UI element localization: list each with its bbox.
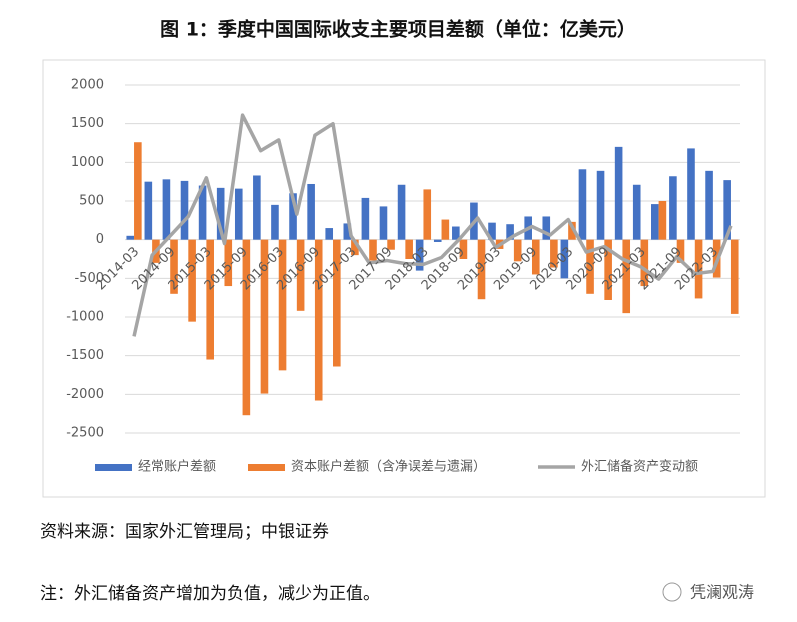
bar	[687, 148, 695, 240]
bar	[260, 239, 269, 394]
y-tick-label: -1500	[66, 348, 104, 363]
bar	[614, 146, 623, 240]
watermark-icon	[662, 582, 682, 602]
bar	[180, 180, 189, 240]
bar	[640, 239, 649, 287]
bar	[216, 187, 225, 240]
chart-title: 图 1：季度中国国际收支主要项目差额（单位：亿美元）	[160, 18, 636, 41]
bar	[134, 142, 142, 240]
bar	[405, 239, 413, 259]
legend-swatch	[95, 464, 132, 471]
bar	[325, 228, 334, 240]
legend-label: 经常账户差额	[138, 459, 216, 475]
bar	[278, 239, 287, 371]
y-tick-label: 1500	[71, 116, 104, 131]
y-tick-label: 500	[79, 194, 104, 209]
bar	[452, 226, 460, 240]
bar	[242, 239, 251, 416]
bar	[513, 239, 522, 262]
y-tick-label: 1000	[71, 155, 104, 170]
bar	[604, 239, 612, 300]
bar	[369, 239, 377, 261]
y-tick-label: -500	[74, 271, 104, 286]
bar	[289, 193, 297, 240]
bar	[333, 239, 341, 367]
bar	[162, 179, 171, 240]
bar	[379, 206, 388, 240]
line	[132, 113, 733, 337]
bar	[586, 239, 594, 294]
bar	[560, 239, 569, 279]
bar	[126, 235, 135, 240]
bar	[669, 176, 677, 240]
bar	[253, 175, 261, 240]
bar	[343, 223, 352, 240]
bar	[705, 170, 713, 240]
bar	[234, 188, 243, 240]
bar	[622, 239, 631, 314]
bar	[314, 239, 323, 401]
bar	[730, 239, 739, 314]
bar	[206, 239, 214, 360]
y-tick-label: -2000	[66, 387, 104, 402]
bar	[632, 184, 641, 240]
bar	[170, 239, 178, 294]
bar	[415, 239, 424, 271]
bar	[188, 239, 196, 322]
bar	[477, 239, 486, 300]
bar	[351, 239, 359, 256]
legend-label: 资本账户差额（含净误差与遗漏）	[291, 459, 486, 475]
bar	[387, 239, 395, 250]
y-tick-label: 0	[96, 232, 104, 247]
note: 注：外汇储备资产增加为负值，减少为正值。	[40, 584, 380, 604]
bar	[531, 239, 540, 275]
bar	[423, 189, 432, 240]
bar	[441, 219, 450, 240]
bar	[723, 180, 731, 240]
bar	[651, 204, 659, 240]
watermark: 凭澜观涛	[690, 583, 754, 602]
bar	[658, 201, 667, 240]
legend-label: 外汇储备资产变动额	[581, 459, 698, 475]
y-tick-label: -2500	[66, 426, 104, 441]
bar	[568, 221, 576, 240]
bar	[550, 239, 558, 268]
bar	[676, 239, 685, 263]
y-tick-label: 2000	[71, 78, 104, 93]
legend-swatch	[248, 464, 285, 471]
bar	[542, 216, 551, 240]
bar	[296, 239, 305, 311]
source: 资料来源：国家外汇管理局；中银证券	[40, 522, 329, 542]
y-tick-label: -1000	[66, 310, 104, 325]
bar	[596, 170, 605, 240]
bar	[459, 239, 468, 259]
bar	[433, 239, 442, 242]
bar	[144, 181, 153, 240]
bar	[307, 183, 315, 240]
chart-frame	[42, 59, 766, 498]
bar	[361, 197, 370, 240]
bar	[271, 204, 279, 240]
bar	[488, 222, 496, 240]
bar	[397, 184, 406, 240]
bar	[224, 239, 233, 287]
bar	[694, 239, 703, 299]
bar	[198, 185, 207, 240]
bar	[578, 169, 587, 240]
bar	[506, 224, 514, 240]
